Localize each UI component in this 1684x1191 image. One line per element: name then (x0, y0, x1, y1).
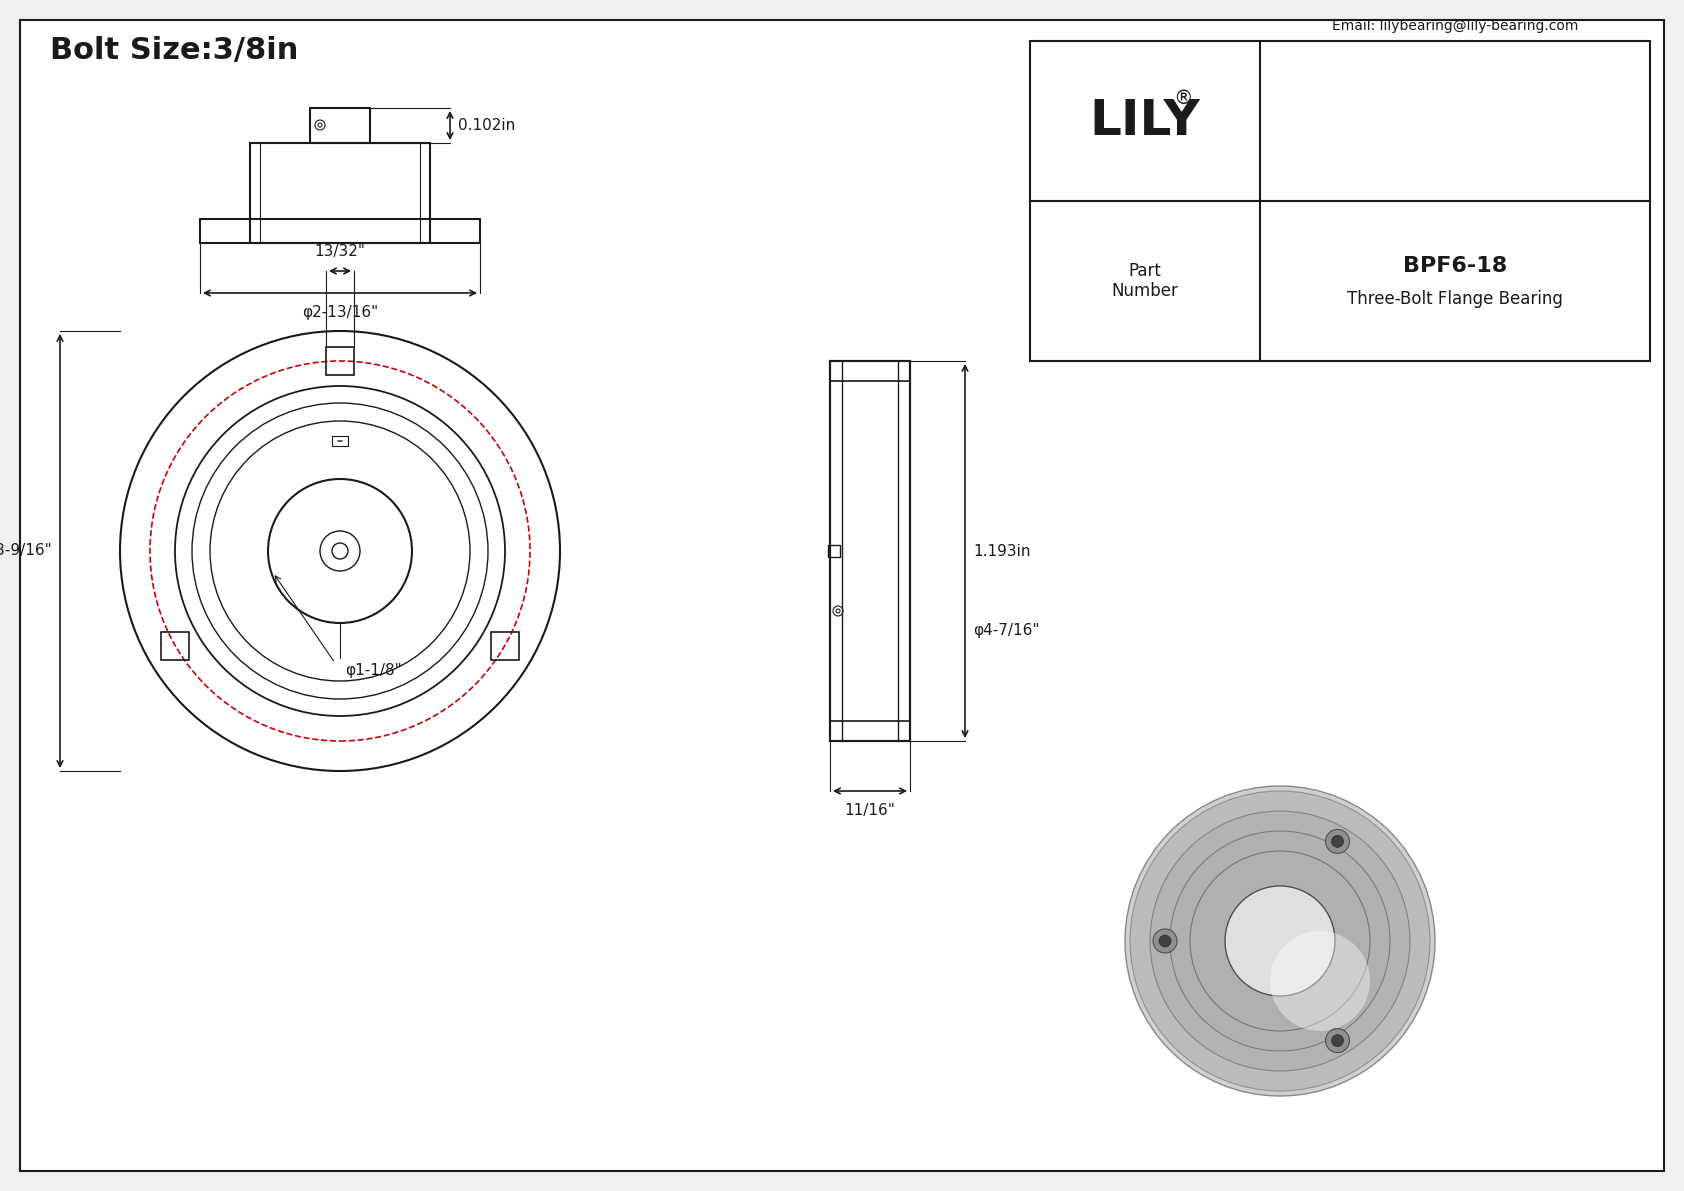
Circle shape (1325, 829, 1349, 854)
Bar (162, 632, 190, 660)
Text: Part
Number: Part Number (1111, 262, 1179, 300)
Text: 13/32": 13/32" (315, 244, 365, 258)
Text: 11/16": 11/16" (845, 803, 896, 818)
Text: φ1-1/8": φ1-1/8" (345, 663, 402, 678)
Bar (332, 436, 349, 445)
Circle shape (1130, 791, 1430, 1091)
Circle shape (1154, 929, 1177, 953)
Text: Three-Bolt Flange Bearing: Three-Bolt Flange Bearing (1347, 289, 1563, 308)
Circle shape (1150, 811, 1410, 1071)
Circle shape (1332, 1035, 1344, 1047)
Circle shape (1191, 852, 1371, 1031)
Bar (829, 545, 840, 557)
Bar (310, 108, 370, 143)
Text: 1.193in: 1.193in (973, 543, 1031, 559)
Circle shape (1224, 886, 1335, 996)
Bar (830, 361, 909, 741)
Bar (1031, 40, 1650, 361)
Text: BPF6-18: BPF6-18 (1403, 256, 1507, 276)
Bar (490, 632, 519, 660)
Text: φ4-7/16": φ4-7/16" (973, 624, 1039, 638)
Bar (830, 361, 909, 741)
Circle shape (1170, 831, 1389, 1050)
Circle shape (1325, 1029, 1349, 1053)
Text: 0.102in: 0.102in (458, 118, 515, 133)
Text: Email: lilybearing@lily-bearing.com: Email: lilybearing@lily-bearing.com (1332, 19, 1578, 33)
Bar (327, 347, 354, 375)
Text: LILY: LILY (1090, 96, 1201, 145)
Text: ®: ® (1174, 89, 1192, 108)
Circle shape (1159, 935, 1170, 947)
Text: φ3-9/16": φ3-9/16" (0, 543, 52, 559)
Text: φ2-13/16": φ2-13/16" (301, 305, 379, 320)
Bar (249, 143, 429, 243)
Circle shape (1270, 931, 1371, 1031)
Text: Bolt Size:3/8in: Bolt Size:3/8in (51, 36, 298, 66)
Circle shape (1125, 786, 1435, 1096)
Bar (200, 219, 480, 243)
Circle shape (1332, 835, 1344, 848)
